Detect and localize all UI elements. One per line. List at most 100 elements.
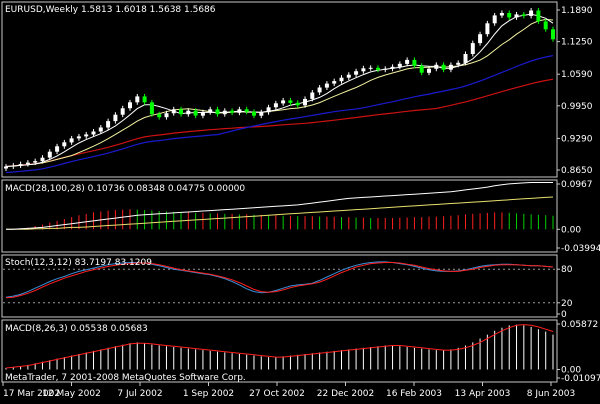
- candle: [288, 100, 293, 103]
- macd-panel-frame: [1, 179, 558, 253]
- candle: [47, 151, 52, 158]
- ma-long-line: [5, 78, 554, 167]
- footer-copyright: MetaTrader, 7 2001-2008 MetaQuotes Softw…: [5, 373, 246, 383]
- candle: [507, 13, 512, 18]
- macd2-y-tick-label: 0.05872: [561, 320, 598, 330]
- candle: [456, 62, 461, 65]
- stoch-y-tick-label: 0: [561, 310, 567, 320]
- stoch-y-tick-label: 80: [561, 265, 573, 275]
- candle: [354, 71, 359, 75]
- candle: [149, 102, 154, 115]
- candle: [339, 77, 344, 82]
- candle: [376, 67, 380, 70]
- macd2-header: MACD(8,26,3) 0.05538 0.05683: [5, 324, 148, 334]
- price-y-tick-label: 1.1890: [561, 6, 593, 16]
- candle: [193, 110, 198, 116]
- candle: [514, 14, 519, 18]
- candle: [98, 127, 103, 132]
- x-tick-label: 8 Jun 2003: [527, 389, 575, 399]
- candle: [113, 114, 118, 122]
- candle: [361, 68, 366, 72]
- candle: [448, 64, 453, 70]
- candle: [237, 109, 242, 113]
- candle: [33, 161, 38, 163]
- price-y-tick-label: 1.1250: [561, 38, 593, 48]
- candle: [281, 100, 286, 104]
- candle: [310, 92, 315, 99]
- candle: [171, 109, 176, 114]
- candle: [76, 136, 81, 139]
- x-tick-label: 7 Jul 2002: [117, 389, 162, 399]
- price-panel-frame: [1, 1, 558, 178]
- candle: [434, 64, 439, 69]
- candle: [536, 10, 541, 22]
- stoch-panel-frame: [1, 254, 558, 318]
- macd2-y-tick-label: 0.00: [561, 366, 581, 376]
- candle: [244, 109, 249, 112]
- candle: [91, 131, 96, 135]
- candle: [120, 108, 125, 115]
- candle: [499, 13, 504, 16]
- price-header: EURUSD,Weekly 1.5813 1.6018 1.5638 1.568…: [5, 5, 216, 15]
- candle: [4, 166, 8, 169]
- candle: [69, 138, 74, 143]
- candle: [412, 59, 417, 66]
- ma-slow-line: [5, 55, 554, 174]
- price-y-tick-label: 0.9290: [561, 134, 593, 144]
- candle: [18, 164, 23, 166]
- candle: [405, 59, 410, 64]
- y-axis-labels: 1.1890 1.1250 1.0590 0.9950 0.9290 0.8650 0.09…: [557, 6, 600, 384]
- candle: [295, 102, 300, 106]
- stoch-layer: [3, 261, 556, 304]
- candle: [273, 103, 278, 108]
- x-tick-label: 17 Mar 2002: [3, 389, 60, 399]
- candle: [252, 111, 256, 116]
- x-tick-label: 1 Sep 2002: [183, 389, 234, 399]
- candle: [441, 64, 446, 70]
- x-tick-label: 22 Dec 2002: [317, 389, 375, 399]
- macd-layer: [6, 182, 554, 230]
- macd-y-tick-label: 0.00: [561, 225, 581, 235]
- candle: [470, 43, 475, 54]
- candle: [368, 67, 373, 69]
- price-y-tick-label: 0.9950: [561, 102, 593, 112]
- candle: [208, 109, 213, 113]
- stoch-signal-line: [5, 262, 554, 299]
- candle: [485, 23, 490, 35]
- candle: [230, 110, 235, 113]
- x-tick-label: 13 Apr 2003: [455, 389, 511, 399]
- macd-y-tick-label: -0.03994: [561, 244, 600, 254]
- candle: [324, 83, 329, 88]
- candle: [332, 81, 337, 84]
- macd-y-tick-label: 0.0967: [561, 180, 593, 190]
- candle: [463, 54, 468, 63]
- candle: [543, 21, 548, 30]
- candle: [419, 65, 424, 73]
- ma-fast-line: [5, 13, 554, 167]
- candle: [179, 109, 183, 115]
- candle: [142, 96, 147, 103]
- candle: [11, 165, 16, 167]
- candle: [390, 66, 395, 69]
- macd-header: MACD(28,100,28) 0.10736 0.08348 0.04775 …: [5, 184, 245, 194]
- candle: [529, 10, 534, 16]
- x-tick-label: 16 Feb 2003: [386, 389, 442, 399]
- candle: [492, 15, 497, 24]
- candle: [222, 110, 227, 115]
- price-y-tick-label: 0.8650: [561, 166, 593, 176]
- candle: [25, 162, 30, 165]
- stoch-header: Stoch(12,3,12) 83.7197 83.1209: [5, 258, 152, 268]
- candle: [397, 63, 402, 67]
- candle: [135, 96, 140, 103]
- stoch-y-tick-label: 20: [561, 299, 573, 309]
- macd2-layer: [5, 324, 554, 370]
- candle: [157, 114, 162, 118]
- candle: [521, 14, 526, 16]
- candle: [317, 87, 322, 93]
- candle: [259, 112, 264, 116]
- candle: [106, 121, 111, 128]
- candle: [186, 110, 191, 115]
- price-layer: [4, 8, 555, 174]
